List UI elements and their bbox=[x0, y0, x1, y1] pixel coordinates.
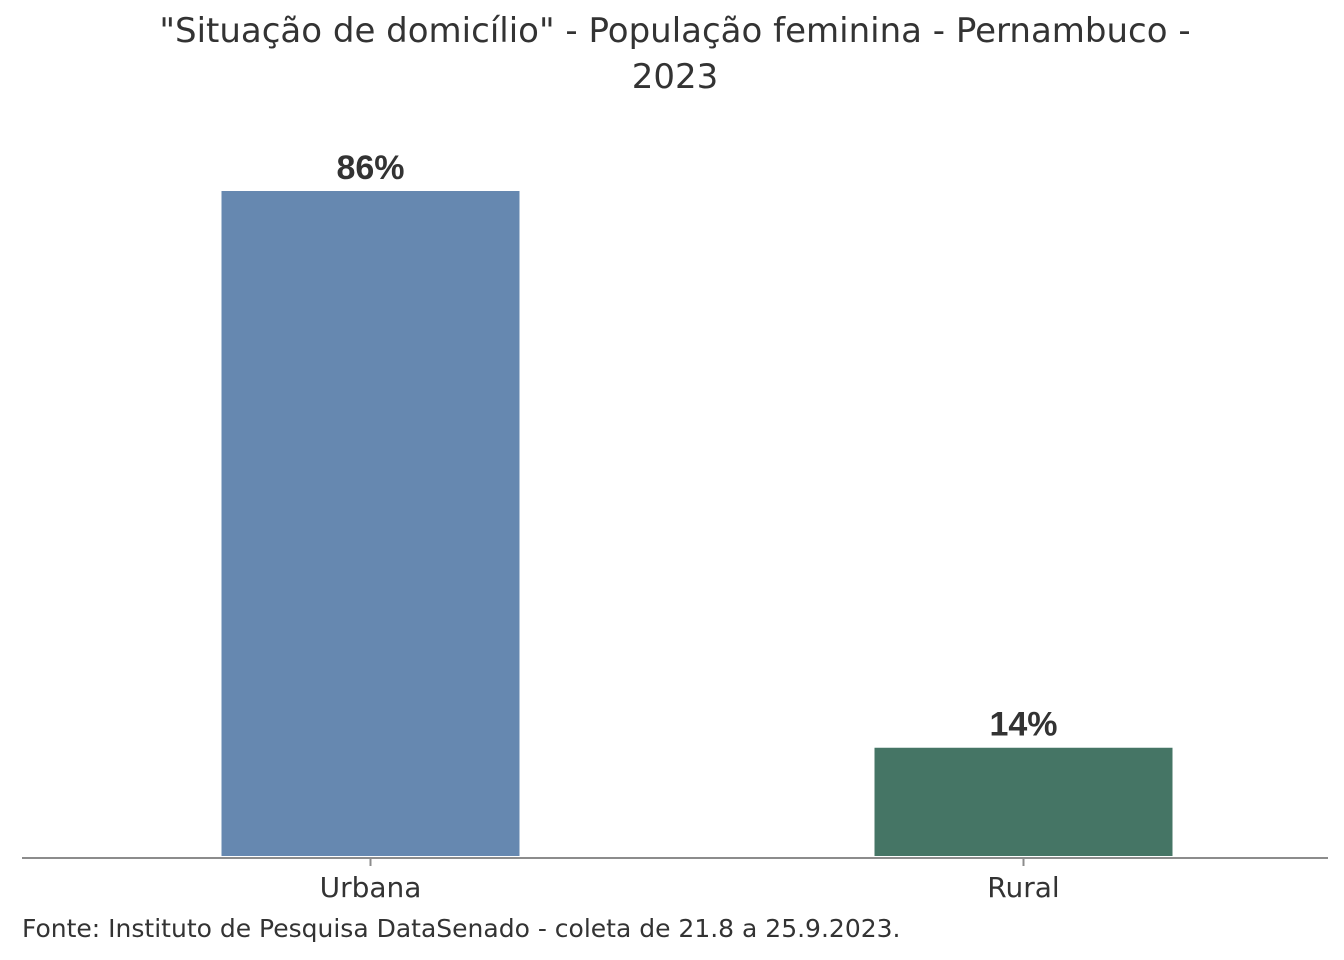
chart-title: "Situação de domicílio" - População femi… bbox=[60, 8, 1290, 100]
ticks-layer: Urbana Rural bbox=[320, 858, 1060, 904]
chart-title-line-1: "Situação de domicílio" - População femi… bbox=[159, 11, 1191, 51]
chart-title-line-2: 2023 bbox=[631, 57, 719, 97]
bars-layer: 86% 14% bbox=[221, 149, 1173, 856]
bar-urbana bbox=[221, 191, 520, 856]
source-note: Fonte: Instituto de Pesquisa DataSenado … bbox=[22, 914, 901, 943]
data-label-rural: 14% bbox=[989, 706, 1057, 744]
data-label-urbana: 86% bbox=[336, 149, 404, 187]
x-tick-label-rural: Rural bbox=[987, 871, 1059, 904]
bar-chart: 86% 14% Urbana Rural bbox=[22, 149, 1328, 904]
x-tick-label-urbana: Urbana bbox=[320, 871, 422, 904]
bar-rural bbox=[874, 747, 1173, 856]
